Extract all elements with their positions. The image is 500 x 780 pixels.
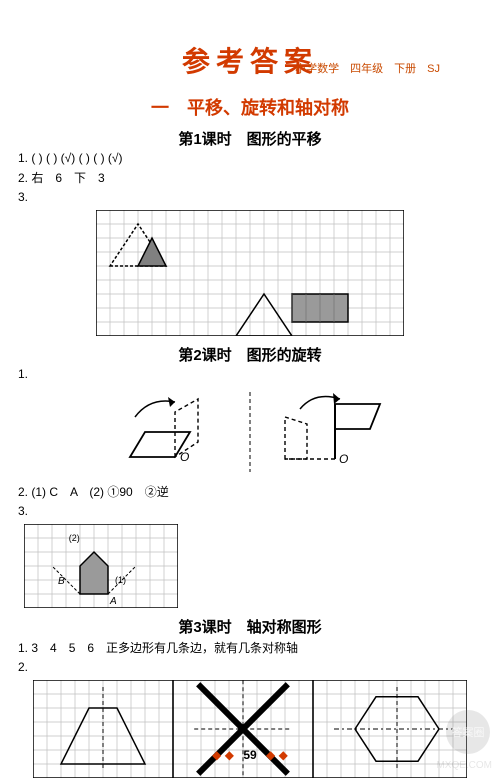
- section-title: 一 平移、旋转和轴对称: [0, 94, 500, 120]
- figure-2-rotation-diagrams: OO: [100, 387, 400, 477]
- figure-1-translation-grid: [96, 210, 404, 336]
- figure-3-rotation-grid: A B (1) (2): [24, 524, 178, 608]
- l2-answer-1: 1.: [0, 365, 500, 383]
- l2-answer-3: 3.: [0, 502, 500, 520]
- svg-text:(2): (2): [69, 533, 80, 543]
- l2-answer-2: 2. (1) C A (2) ①90 ②逆: [0, 481, 500, 502]
- l1-answer-2: 2. 右 6 下 3: [0, 167, 500, 188]
- svg-text:A: A: [109, 596, 117, 607]
- l1-answer-3: 3.: [0, 188, 500, 206]
- l3-answer-2: 2.: [0, 658, 500, 676]
- svg-text:O: O: [180, 450, 189, 464]
- lesson3-title: 第3课时 轴对称图形: [0, 616, 500, 637]
- watermark-badge: 答案圈: [446, 710, 490, 754]
- header-right: 小学数学 四年级 下册 SJ: [295, 60, 440, 76]
- figure-4-symmetry-grid: [33, 680, 467, 778]
- l1-answer-1: 1. ( ) ( ) (√) ( ) ( ) (√): [0, 149, 500, 167]
- svg-text:(1): (1): [115, 575, 126, 585]
- footer-dot: ◆ ◆: [266, 748, 288, 762]
- svg-text:B: B: [58, 576, 65, 587]
- content: 参考答案 一 平移、旋转和轴对称 第1课时 图形的平移 1. ( ) ( ) (…: [0, 40, 500, 778]
- footer-dot: ◆ ◆: [212, 748, 234, 762]
- l3-answer-1: 1. 3 4 5 6 正多边形有几条边，就有几条对称轴: [0, 637, 500, 658]
- page-footer: ◆ ◆ 59 ◆ ◆: [0, 748, 500, 762]
- lesson2-title: 第2课时 图形的旋转: [0, 344, 500, 365]
- svg-text:O: O: [339, 452, 348, 466]
- watermark-text: MXQE.COM: [436, 760, 492, 772]
- page-number: 59: [243, 748, 256, 762]
- lesson1-title: 第1课时 图形的平移: [0, 128, 500, 149]
